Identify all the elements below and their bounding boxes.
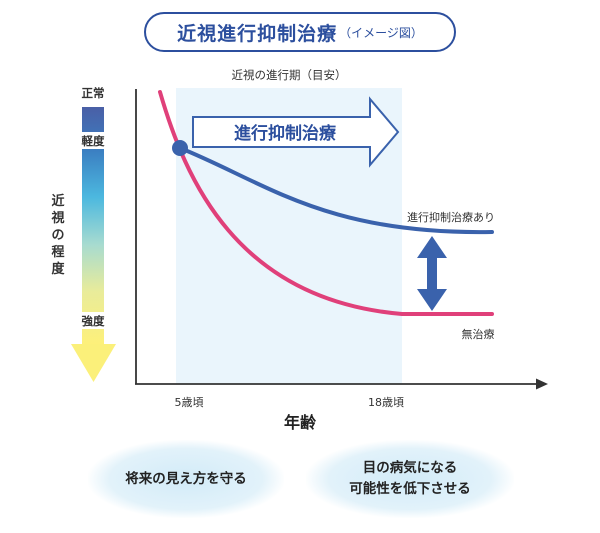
label-mild: 軽度 bbox=[82, 134, 105, 148]
x-axis-title: 年齢 bbox=[284, 413, 317, 432]
title-box: 近視進行抑制治療 （イメージ図） bbox=[144, 12, 456, 52]
difference-double-arrow-icon bbox=[417, 236, 447, 311]
label-normal: 正常 bbox=[82, 86, 105, 100]
treatment-arrow-icon bbox=[192, 96, 400, 168]
y-axis-title-char: の bbox=[51, 228, 64, 243]
y-axis-title-char: 程 bbox=[51, 245, 64, 260]
bubble-reduce-disease: 目の病気になる 可能性を低下させる bbox=[306, 440, 514, 518]
label-severe: 強度 bbox=[82, 314, 105, 328]
severe-label-bg bbox=[82, 312, 104, 329]
untreated-curve bbox=[158, 90, 494, 316]
tick-18-years: 18歳頃 bbox=[368, 396, 404, 409]
title-main: 近視進行抑制治療 bbox=[177, 22, 338, 45]
y-axis-title-char: 視 bbox=[50, 210, 64, 226]
title-sub: （イメージ図） bbox=[339, 25, 423, 40]
start-point-marker bbox=[172, 140, 188, 156]
bubble-protect-vision-text: 将来の見え方を守る bbox=[125, 470, 247, 487]
severity-arrow-icon bbox=[71, 344, 116, 382]
tick-5-years: 5歳頃 bbox=[175, 396, 204, 409]
bubble-reduce-disease-line1: 目の病気になる bbox=[362, 460, 458, 477]
y-axis-title-char: 近 bbox=[51, 193, 64, 209]
mild-label-bg bbox=[82, 132, 104, 149]
y-axis-title-char: 度 bbox=[51, 261, 65, 277]
x-axis-arrowhead-icon bbox=[536, 378, 548, 390]
bubble-reduce-disease-line2: 可能性を低下させる bbox=[349, 481, 471, 497]
period-label: 近視の進行期（目安） bbox=[232, 68, 347, 82]
label-treated: 進行抑制治療あり bbox=[407, 210, 495, 224]
bubble-protect-vision: 将来の見え方を守る bbox=[88, 440, 284, 518]
treated-curve bbox=[178, 146, 494, 235]
treatment-arrow-text: 進行抑制治療 bbox=[234, 123, 337, 144]
severity-gradient-bar bbox=[82, 107, 104, 344]
label-untreated: 無治療 bbox=[462, 327, 495, 341]
